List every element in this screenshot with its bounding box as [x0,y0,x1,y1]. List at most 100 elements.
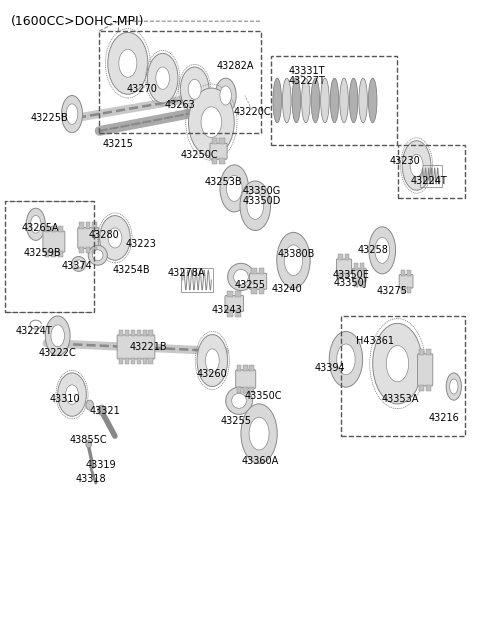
Bar [125,330,129,336]
Bar [119,358,123,364]
Ellipse shape [93,250,103,261]
Bar [249,387,253,393]
Text: 43278A: 43278A [168,267,205,277]
Bar [341,316,465,436]
FancyBboxPatch shape [236,370,256,388]
Bar [131,330,135,336]
Bar [345,254,349,260]
Text: 43260: 43260 [197,369,228,379]
Bar [354,281,358,287]
Text: 43221B: 43221B [130,342,167,352]
Text: 43331T: 43331T [288,67,325,77]
Ellipse shape [446,373,461,400]
Bar [212,158,217,164]
Text: 43275: 43275 [376,286,407,296]
Ellipse shape [220,165,249,212]
Bar [148,330,153,336]
Bar [148,358,153,364]
Text: 43350G: 43350G [242,187,281,197]
Ellipse shape [282,78,291,123]
Bar [259,288,264,294]
Bar [99,31,262,132]
Ellipse shape [234,269,248,284]
Text: 43318: 43318 [76,475,107,485]
Text: 43394: 43394 [314,363,345,373]
FancyBboxPatch shape [250,273,267,289]
Bar [407,269,411,276]
Ellipse shape [197,335,228,386]
Text: 43380B: 43380B [277,249,315,259]
Ellipse shape [329,332,363,387]
Bar [237,365,241,371]
Bar [360,281,364,287]
Bar [219,158,225,164]
Ellipse shape [292,78,300,123]
Ellipse shape [147,53,178,103]
Ellipse shape [88,245,108,265]
Ellipse shape [215,78,236,113]
Ellipse shape [26,208,45,241]
Bar [227,290,233,297]
Circle shape [98,405,106,415]
Text: 43350C: 43350C [244,391,282,401]
Bar [143,330,147,336]
Ellipse shape [228,263,254,290]
FancyBboxPatch shape [43,231,65,252]
Ellipse shape [301,78,310,123]
Ellipse shape [368,78,377,123]
Text: 43216: 43216 [429,412,460,422]
Text: 43224T: 43224T [15,326,52,336]
Ellipse shape [108,32,148,95]
Ellipse shape [156,67,169,90]
Bar [235,290,241,297]
Text: 43265A: 43265A [22,223,59,233]
Bar [79,247,84,253]
Text: 43223: 43223 [125,239,156,249]
Bar [243,365,248,371]
Text: 43263: 43263 [165,100,196,111]
Text: 43350D: 43350D [242,196,281,206]
Bar [119,330,123,336]
Text: 43258: 43258 [357,245,388,255]
Text: 43243: 43243 [211,305,242,315]
Bar [398,145,465,198]
Text: 43374: 43374 [61,261,92,271]
Text: 43259B: 43259B [23,248,61,258]
Bar [219,138,225,144]
Ellipse shape [188,79,201,100]
Bar [58,226,62,233]
Text: 43253B: 43253B [204,177,242,187]
Ellipse shape [247,192,264,220]
Ellipse shape [375,238,390,263]
FancyBboxPatch shape [210,143,227,159]
FancyBboxPatch shape [418,354,433,386]
Bar [338,272,343,279]
Bar [79,223,84,229]
Bar [5,201,95,312]
Bar [86,247,90,253]
Ellipse shape [359,78,367,123]
Ellipse shape [232,393,246,408]
Ellipse shape [249,417,269,450]
Text: 43255: 43255 [235,280,266,290]
Bar [419,349,424,355]
Ellipse shape [205,349,219,372]
Ellipse shape [180,67,209,111]
Text: 43360A: 43360A [241,456,279,466]
Text: 43250C: 43250C [180,150,218,160]
Ellipse shape [58,373,86,416]
Ellipse shape [45,316,70,356]
FancyBboxPatch shape [352,268,366,282]
Ellipse shape [340,78,348,123]
Bar [251,268,257,274]
Ellipse shape [330,78,339,123]
Text: 43282A: 43282A [216,62,254,72]
Text: 43310: 43310 [49,394,80,404]
Text: 43254B: 43254B [112,265,150,275]
Bar [51,251,56,257]
Bar [92,247,96,253]
Ellipse shape [61,96,83,132]
Text: 43321: 43321 [90,406,121,416]
FancyBboxPatch shape [117,335,155,359]
Ellipse shape [372,323,422,404]
